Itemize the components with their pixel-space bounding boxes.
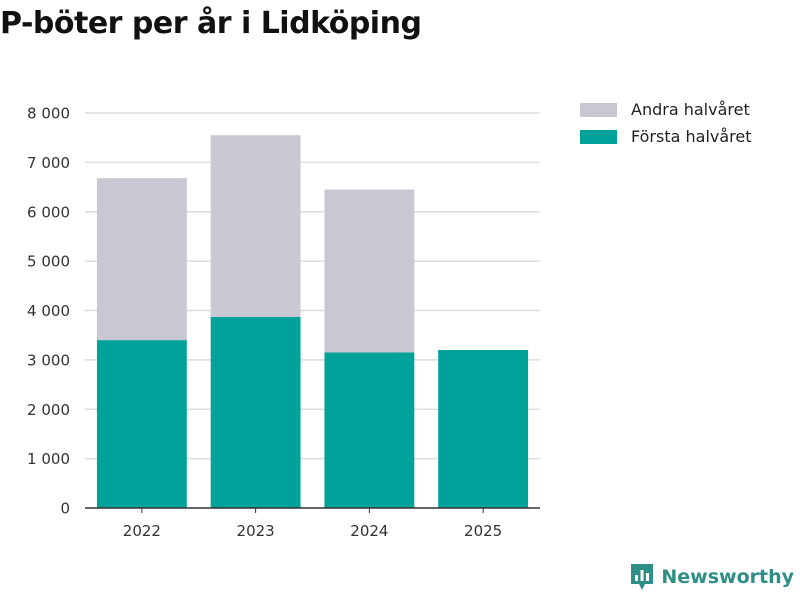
x-tick-label: 2022 [123, 522, 161, 540]
y-tick-label: 1 000 [27, 450, 70, 468]
x-tick-label: 2024 [350, 522, 388, 540]
y-tick-label: 4 000 [27, 302, 70, 320]
legend-label-andra-halvaret: Andra halvåret [631, 100, 750, 119]
legend-swatch-forsta-halvaret [580, 129, 617, 144]
y-tick-label: 3 000 [27, 351, 70, 369]
y-tick-label: 0 [60, 500, 70, 518]
bar-andra-halvaret-2022 [96, 178, 187, 341]
x-tick-label: 2025 [464, 522, 502, 540]
legend: Andra halvåret Första halvåret [580, 96, 752, 150]
bar-forsta-halvaret-2023 [210, 316, 301, 508]
newsworthy-logo-icon [631, 564, 654, 590]
x-tick-label: 2023 [237, 522, 275, 540]
y-tick-label: 7 000 [27, 154, 70, 172]
bar-forsta-halvaret-2024 [324, 352, 415, 508]
y-tick-label: 5 000 [27, 253, 70, 271]
newsworthy-brand: Newsworthy [629, 562, 794, 592]
y-tick-label: 2 000 [27, 401, 70, 419]
legend-label-forsta-halvaret: Första halvåret [631, 127, 752, 146]
chart-title: P-böter per år i Lidköping [0, 6, 422, 41]
brand-name: Newsworthy [661, 566, 794, 588]
bar-andra-halvaret-2024 [324, 189, 415, 353]
bar-andra-halvaret-2023 [210, 135, 301, 317]
legend-item-forsta-halvaret: Första halvåret [580, 123, 752, 150]
legend-item-andra-halvaret: Andra halvåret [580, 96, 752, 123]
y-tick-label: 8 000 [27, 105, 70, 123]
bar-forsta-halvaret-2022 [96, 340, 187, 508]
y-tick-label: 6 000 [27, 203, 70, 221]
bar-forsta-halvaret-2025 [438, 350, 529, 508]
legend-swatch-andra-halvaret [580, 102, 617, 117]
